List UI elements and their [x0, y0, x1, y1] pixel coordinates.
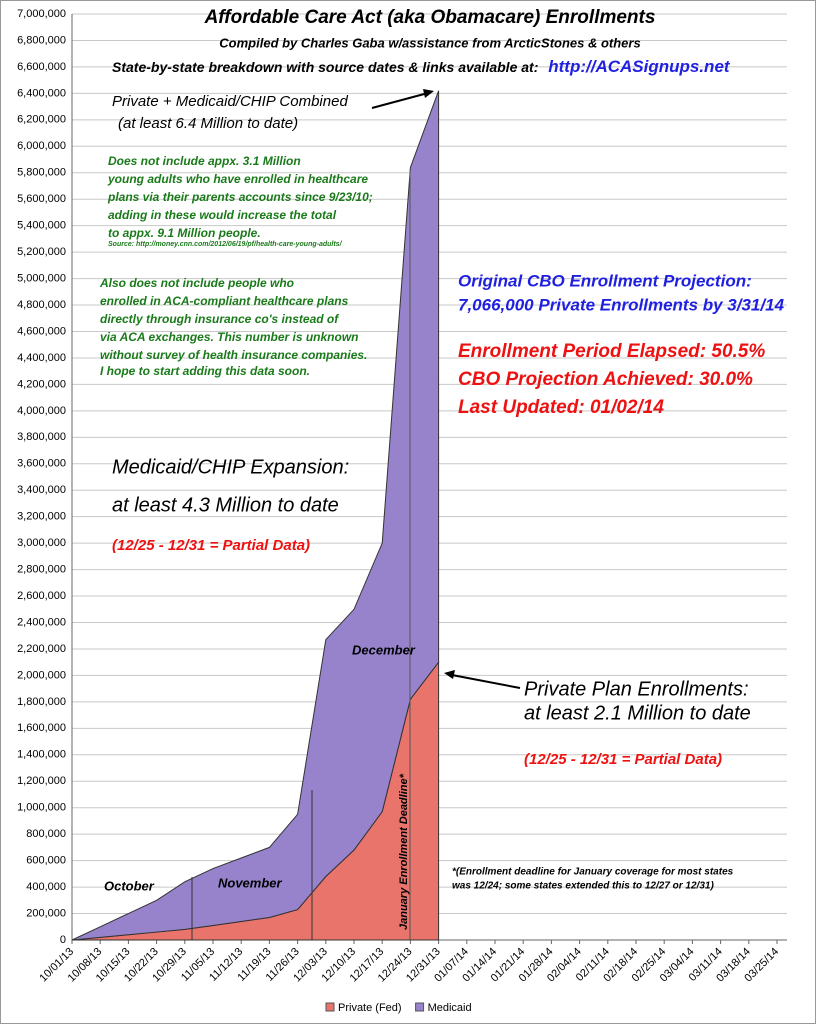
y-tick-label: 2,000,000	[17, 669, 66, 681]
y-tick-label: 6,000,000	[17, 140, 66, 152]
legend-swatch	[325, 1002, 335, 1012]
y-tick-label: 4,400,000	[17, 352, 66, 364]
legend-label: Private (Fed)	[338, 1002, 402, 1014]
y-tick-label: 7,000,000	[17, 8, 66, 20]
y-tick-label: 0	[60, 934, 66, 946]
y-tick-label: 2,800,000	[17, 564, 66, 576]
annotation: enrolled in ACA-compliant healthcare pla…	[100, 294, 349, 308]
y-tick-label: 3,000,000	[17, 537, 66, 549]
y-tick-label: 6,800,000	[17, 34, 66, 46]
y-tick-label: 4,600,000	[17, 325, 66, 337]
y-tick-label: 1,200,000	[17, 775, 66, 787]
annotation: October	[104, 878, 155, 893]
annotation: (12/25 - 12/31 = Partial Data)	[112, 537, 310, 554]
y-tick-label: 2,400,000	[17, 616, 66, 628]
annotation: Also does not include people who	[99, 276, 294, 290]
annotation: Private + Medicaid/CHIP Combined	[112, 93, 348, 110]
legend-swatch	[415, 1002, 425, 1012]
annotation: adding in these would increase the total	[108, 208, 337, 222]
arrow-head	[444, 670, 455, 679]
area	[71, 90, 440, 941]
y-tick-label: 5,000,000	[17, 272, 66, 284]
y-tick-label: 600,000	[26, 855, 66, 867]
overlay	[191, 89, 521, 940]
y-tick-label: 5,600,000	[17, 193, 66, 205]
arrow	[371, 92, 429, 109]
annotation: was 12/24; some states extended this to …	[452, 881, 714, 892]
annotation: Private Plan Enrollments:	[524, 678, 749, 700]
source-line: State-by-state breakdown with source dat…	[112, 57, 731, 76]
annotation: Source: http://money.cnn.com/2012/06/19/…	[108, 241, 343, 248]
annotation: *(Enrollment deadline for January covera…	[452, 867, 734, 878]
y-tick-label: 4,800,000	[17, 299, 66, 311]
annotation: at least 4.3 Million to date	[112, 494, 339, 516]
y-tick-label: 5,800,000	[17, 167, 66, 179]
legend: Private (Fed) Medicaid	[325, 1002, 472, 1014]
y-tick-label: 400,000	[26, 881, 66, 893]
annotation: CBO Projection Achieved: 30.0%	[458, 369, 753, 390]
y-tick-label: 800,000	[26, 828, 66, 840]
annotation: via ACA exchanges. This number is unknow…	[100, 330, 359, 344]
annotation: at least 2.1 Million to date	[524, 702, 751, 724]
chart-title: Affordable Care Act (aka Obamacare) Enro…	[204, 7, 656, 28]
annotation: Last Updated: 01/02/14	[458, 397, 664, 418]
legend-label: Medicaid	[428, 1002, 472, 1014]
y-tick-label: 1,600,000	[17, 722, 66, 734]
y-tick-label: 1,400,000	[17, 749, 66, 761]
annotation: November	[218, 875, 283, 890]
arrow-head	[423, 89, 434, 98]
source-link[interactable]: http://ACASignups.net	[548, 57, 731, 76]
annotation: plans via their parents accounts since 9…	[107, 190, 373, 204]
source-text: State-by-state breakdown with source dat…	[112, 59, 538, 75]
annotation: Medicaid/CHIP Expansion:	[112, 456, 349, 478]
annotation: January Enrollment Deadline*	[398, 773, 410, 930]
annotation: young adults who have enrolled in health…	[107, 172, 368, 186]
annotation: directly through insurance co's instead …	[100, 312, 339, 326]
y-tick-label: 6,200,000	[17, 114, 66, 126]
y-tick-label: 3,600,000	[17, 458, 66, 470]
annotation: (12/25 - 12/31 = Partial Data)	[524, 751, 722, 768]
arrow	[451, 674, 521, 689]
y-tick-label: 5,200,000	[17, 246, 66, 258]
y-tick-label: 1,000,000	[17, 802, 66, 814]
y-tick-label: 1,800,000	[17, 696, 66, 708]
annotation: without survey of health insurance compa…	[100, 348, 367, 362]
annotation: 7,066,000 Private Enrollments by 3/31/14	[458, 295, 785, 314]
annotation: December	[352, 642, 416, 657]
y-tick-label: 6,400,000	[17, 87, 66, 99]
annotation: I hope to start adding this data soon.	[100, 364, 310, 378]
annotation: Enrollment Period Elapsed: 50.5%	[458, 341, 765, 362]
y-tick-label: 3,800,000	[17, 431, 66, 443]
y-tick-label: 6,600,000	[17, 61, 66, 73]
y-tick-label: 200,000	[26, 907, 66, 919]
annotation: Original CBO Enrollment Projection:	[458, 271, 752, 290]
annotation: Does not include appx. 3.1 Million	[108, 154, 301, 168]
chart-subtitle: Compiled by Charles Gaba w/assistance fr…	[219, 35, 640, 50]
annotations: Private + Medicaid/CHIP Combined (at leas…	[99, 93, 785, 930]
y-tick-label: 2,600,000	[17, 590, 66, 602]
y-tick-label: 4,200,000	[17, 378, 66, 390]
y-tick-label: 2,200,000	[17, 643, 66, 655]
y-tick-label: 5,400,000	[17, 220, 66, 232]
y-tick-label: 4,000,000	[17, 405, 66, 417]
annotation: to appx. 9.1 Million people.	[108, 226, 261, 240]
areas	[71, 90, 440, 941]
y-tick-label: 3,400,000	[17, 484, 66, 496]
y-tick-label: 3,200,000	[17, 511, 66, 523]
annotation: (at least 6.4 Million to date)	[118, 115, 298, 132]
